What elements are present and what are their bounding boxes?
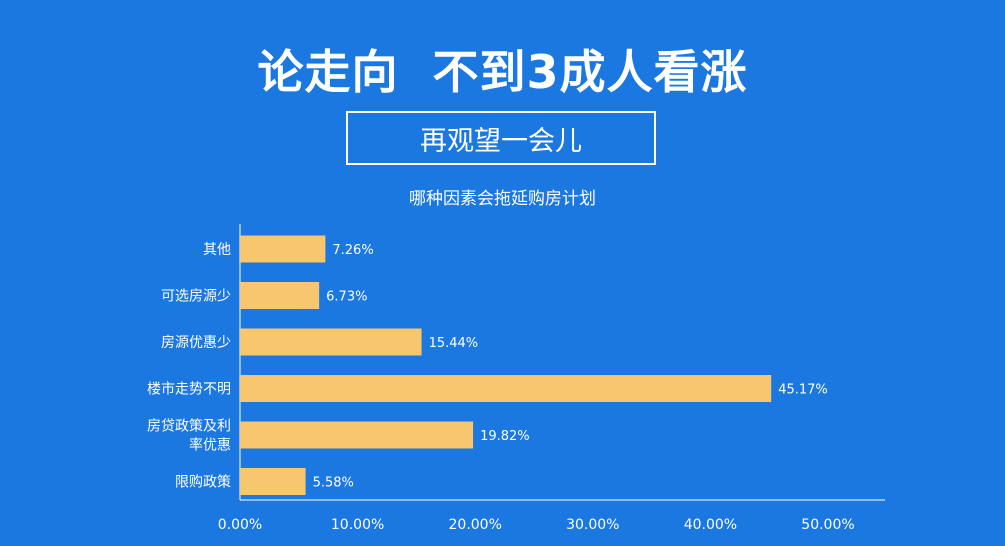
x-tick-label-2: 10.00% xyxy=(331,517,384,533)
value-label-4: 45.17% xyxy=(778,383,828,398)
value-label-1: 7.26% xyxy=(332,243,373,258)
value-label-2: 6.73% xyxy=(326,290,367,305)
x-tick-label-1: 0.00% xyxy=(218,517,262,533)
value-label-5: 19.82% xyxy=(480,429,530,444)
category-label-3: 房源优惠少 xyxy=(161,335,231,351)
x-tick-label-4: 30.00% xyxy=(566,517,619,533)
subheadline-box: 再观望一会儿 xyxy=(346,111,656,165)
category-label-4: 楼市走势不明 xyxy=(147,381,231,398)
value-label-3: 15.44% xyxy=(429,336,479,351)
x-tick-label-6: 50.00% xyxy=(801,517,854,533)
category-label-6: 限购政策 xyxy=(175,474,231,491)
subheadline: 再观望一会儿 xyxy=(420,125,582,157)
value-label-6: 5.58% xyxy=(313,476,354,491)
headline: 论走向 不到3成人看涨 xyxy=(257,45,748,99)
chart-title: 哪种因素会拖延购房计划 xyxy=(409,189,596,209)
category-label-2: 可选房源少 xyxy=(161,289,231,305)
category-label-5-line-2: 率优惠 xyxy=(189,437,231,454)
bar-6 xyxy=(240,468,306,495)
category-label-1: 其他 xyxy=(203,242,231,258)
bar-5 xyxy=(240,421,474,449)
bar-4 xyxy=(240,375,772,402)
x-tick-label-3: 20.00% xyxy=(449,517,502,533)
bar-2 xyxy=(240,282,320,309)
bar-3 xyxy=(240,328,422,356)
x-tick-label-5: 40.00% xyxy=(684,517,737,533)
category-label-5-line-1: 房贷政策及利 xyxy=(147,418,231,435)
bar-1 xyxy=(240,235,326,263)
